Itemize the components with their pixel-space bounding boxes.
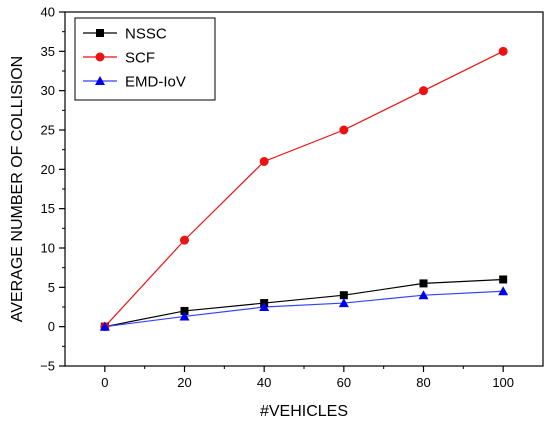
data-point-nssc [499, 275, 508, 284]
series-layer [99, 46, 509, 332]
y-tick-label: 30 [41, 83, 55, 98]
data-point-emd-iov [179, 311, 190, 321]
x-tick-label: 60 [337, 375, 351, 390]
legend-marker-nssc [96, 29, 104, 37]
series-line-nssc [104, 278, 504, 328]
y-tick-label: −5 [40, 359, 55, 374]
y-tick-label: 10 [41, 241, 55, 256]
data-point-scf [498, 46, 508, 56]
x-tick-label: 40 [257, 375, 271, 390]
y-tick-label: 15 [41, 201, 55, 216]
legend-label-scf: SCF [125, 50, 155, 67]
y-tick-label: 20 [41, 162, 55, 177]
data-point-scf [339, 125, 349, 135]
y-tick-label: 40 [41, 5, 55, 20]
x-tick-label: 0 [101, 375, 108, 390]
data-point-scf [180, 235, 189, 245]
y-tick-label: 0 [48, 319, 55, 334]
axes: 0 20 40 60 80 100 −5 0 5 10 15 20 25 30 35 40 [40, 5, 514, 391]
series-line-scf [104, 50, 504, 328]
data-point-scf [419, 86, 428, 96]
data-point-emd-iov [259, 302, 270, 311]
y-tick-label: 5 [48, 280, 55, 295]
y-tick-label: 25 [41, 123, 55, 138]
y-axis-title: AVERAGE NUMBER OF COLLISION [9, 56, 26, 322]
x-tick-label: 20 [177, 375, 191, 390]
x-axis-title: #VEHICLES [260, 403, 348, 420]
y-tick-label: 35 [41, 44, 55, 59]
data-point-nssc [180, 306, 189, 315]
data-point-emd-iov [338, 298, 349, 308]
x-tick-label: 80 [416, 375, 430, 390]
data-point-scf [259, 156, 269, 166]
legend: NSSC SCF EMD-IoV [74, 17, 216, 101]
legend-label-nssc: NSSC [125, 26, 167, 43]
data-point-nssc [419, 279, 428, 288]
data-point-emd-iov [418, 290, 429, 300]
x-tick-label: 100 [492, 375, 514, 390]
data-point-emd-iov [498, 286, 509, 296]
legend-marker-scf [95, 52, 105, 62]
data-point-emd-iov [99, 321, 110, 331]
data-point-nssc [339, 291, 348, 300]
legend-label-emd-iov: EMD-IoV [125, 74, 186, 91]
series-line-emd-iov [104, 290, 504, 328]
legend-marker-emd-iov [95, 76, 105, 85]
